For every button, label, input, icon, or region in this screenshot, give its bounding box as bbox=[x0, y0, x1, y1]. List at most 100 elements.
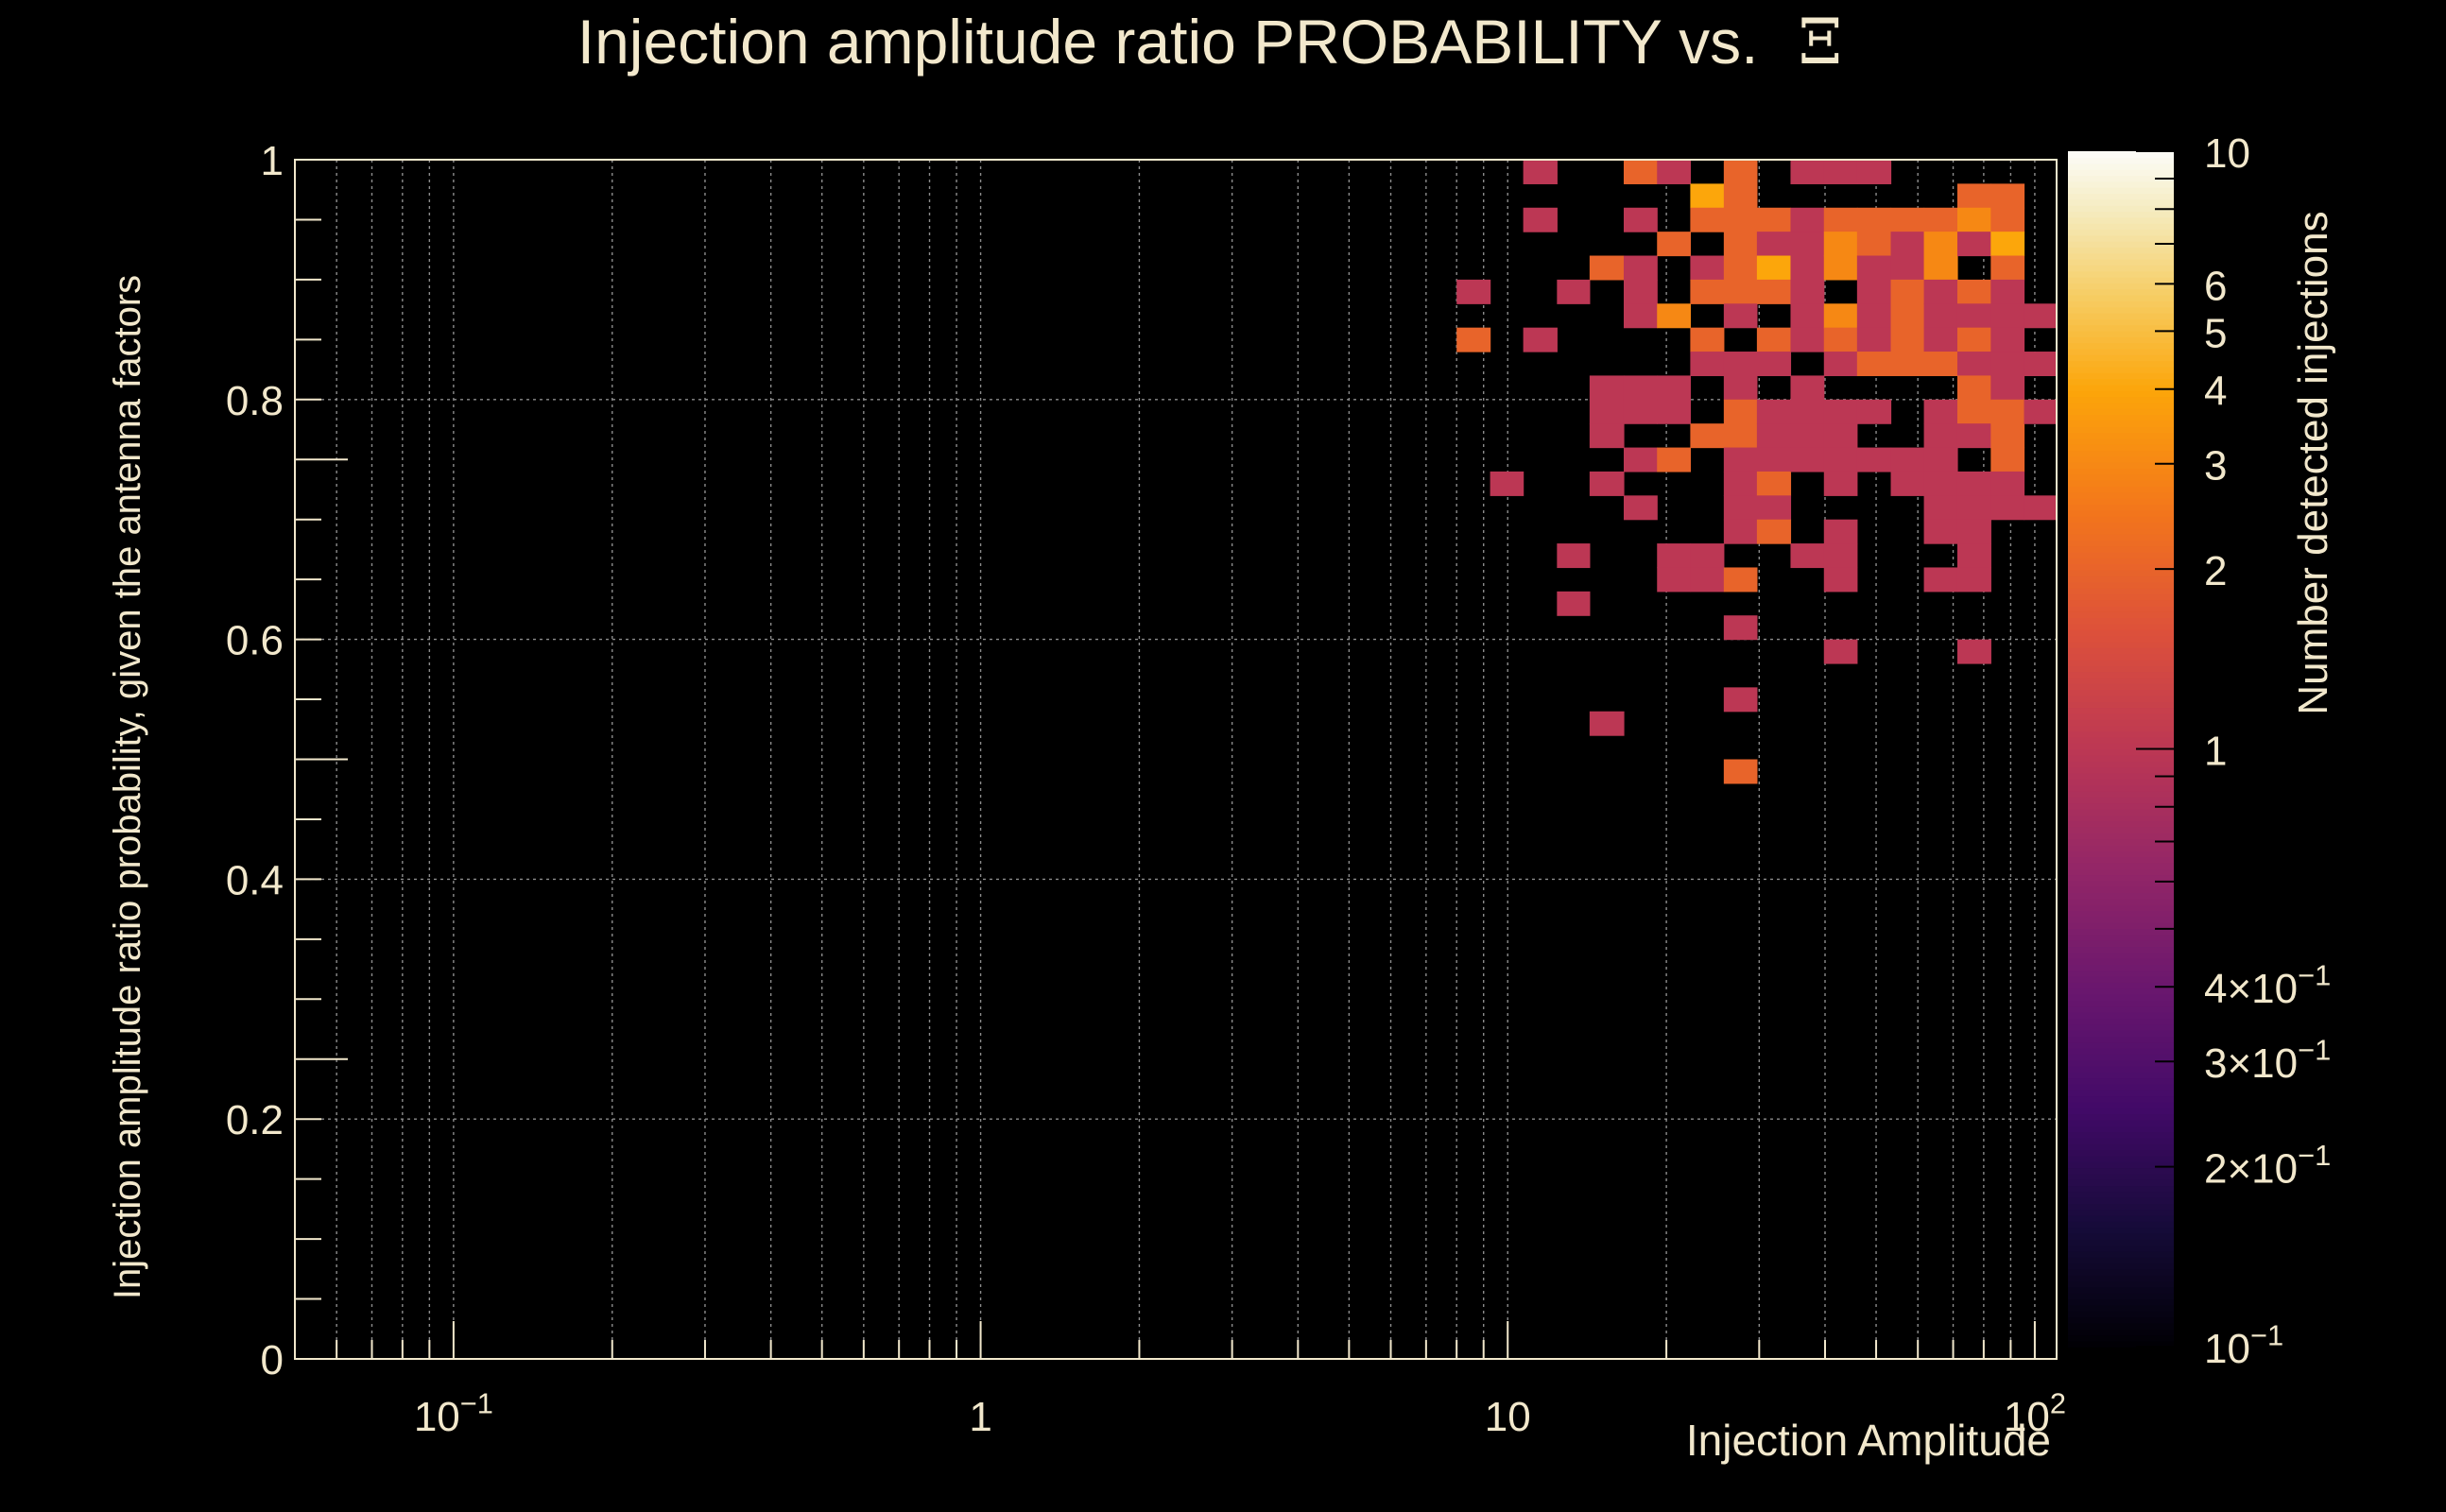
color-bar-segment bbox=[2068, 199, 2174, 206]
color-bar-segment bbox=[2068, 1323, 2174, 1330]
heatmap-cell bbox=[1657, 543, 1691, 568]
color-bar-segment bbox=[2068, 593, 2174, 600]
heatmap-cell bbox=[1724, 615, 1758, 640]
heatmap-cell bbox=[1990, 328, 2024, 352]
color-bar-segment bbox=[2068, 1156, 2174, 1162]
heatmap-cell bbox=[1690, 543, 1724, 568]
heatmap-cell bbox=[1590, 400, 1625, 424]
color-bar-segment bbox=[2068, 313, 2174, 319]
color-bar-segment bbox=[2068, 791, 2174, 798]
heatmap-cell bbox=[1957, 232, 1991, 256]
color-bar-segment bbox=[2068, 403, 2174, 409]
color-bar-segment bbox=[2068, 217, 2174, 224]
color-bar-segment bbox=[2068, 827, 2174, 833]
heatmap-cell bbox=[1857, 328, 1891, 352]
color-bar-segment bbox=[2068, 850, 2174, 857]
color-bar-segment bbox=[2068, 1210, 2174, 1216]
color-bar-segment bbox=[2068, 193, 2174, 199]
heatmap-cell bbox=[1891, 208, 1925, 232]
heatmap-cell bbox=[1724, 183, 1758, 208]
heatmap-cell bbox=[1924, 328, 1958, 352]
color-bar-segment bbox=[2068, 1120, 2174, 1126]
heatmap-cell bbox=[1924, 280, 1958, 304]
heatmap-cell bbox=[1524, 160, 1558, 184]
heatmap-cell bbox=[1757, 520, 1791, 544]
heatmap-cell bbox=[1724, 687, 1758, 712]
color-bar-segment bbox=[2068, 1048, 2174, 1055]
color-bar-segment bbox=[2068, 534, 2174, 541]
color-bar-segment bbox=[2068, 336, 2174, 343]
color-bar-segment bbox=[2068, 426, 2174, 433]
color-bar-segment bbox=[2068, 809, 2174, 816]
heatmap-cell bbox=[1590, 472, 1625, 496]
heatmap-cell bbox=[1557, 280, 1590, 304]
heatmap-cell bbox=[1891, 256, 1925, 281]
color-bar-segment bbox=[2068, 653, 2174, 660]
color-bar-segment bbox=[2068, 755, 2174, 762]
y-tick-label: 1 bbox=[261, 138, 284, 184]
color-bar-segment bbox=[2068, 552, 2174, 558]
color-bar-segment bbox=[2068, 301, 2174, 307]
heatmap-cell bbox=[1990, 183, 2024, 208]
color-bar-segment bbox=[2068, 306, 2174, 313]
color-bar-tick-label: 2 bbox=[2204, 548, 2227, 594]
color-bar-segment bbox=[2068, 468, 2174, 474]
heatmap-cell bbox=[1924, 256, 1958, 281]
color-bar-segment bbox=[2068, 1054, 2174, 1060]
color-bar-segment bbox=[2068, 360, 2174, 367]
heatmap-cell bbox=[1757, 232, 1791, 256]
color-bar-segment bbox=[2068, 163, 2174, 170]
color-bar-tick-label-base: 4×10 bbox=[2204, 966, 2298, 1012]
heatmap-cell bbox=[1824, 303, 1858, 328]
heatmap-cell bbox=[1590, 375, 1625, 400]
heatmap-cell bbox=[1790, 256, 1824, 281]
color-bar-tick-label-exp: −1 bbox=[2298, 1034, 2331, 1067]
color-bar-segment bbox=[2068, 629, 2174, 636]
heatmap-cell bbox=[1824, 232, 1858, 256]
heatmap-cell bbox=[1924, 448, 1958, 472]
color-bar-segment bbox=[2068, 450, 2174, 456]
heatmap-cell bbox=[1857, 232, 1891, 256]
heatmap-cell bbox=[1790, 328, 1824, 352]
color-bar-tick-label: 6 bbox=[2204, 263, 2227, 309]
color-bar-tick-label-base: 10 bbox=[2204, 130, 2250, 177]
color-bar-segment bbox=[2068, 545, 2174, 552]
color-bar-segment bbox=[2068, 396, 2174, 403]
heatmap-cell bbox=[1990, 423, 2024, 448]
color-bar-segment bbox=[2068, 588, 2174, 594]
heatmap-cell bbox=[1824, 472, 1858, 496]
color-bar-segment bbox=[2068, 1287, 2174, 1294]
color-bar-segment bbox=[2068, 480, 2174, 487]
heatmap-cell bbox=[1724, 208, 1758, 232]
y-tick-label: 0.4 bbox=[226, 857, 284, 903]
color-bar-segment bbox=[2068, 1233, 2174, 1240]
heatmap-cell bbox=[1724, 448, 1758, 472]
color-bar-segment bbox=[2068, 1293, 2174, 1299]
heatmap-cell bbox=[1957, 495, 1991, 520]
heatmap-cell bbox=[1690, 352, 1724, 376]
color-bar-segment bbox=[2068, 1084, 2174, 1091]
chart-title-main: Injection amplitude ratio PROBABILITY vs… bbox=[577, 7, 1759, 77]
color-bar-segment bbox=[2068, 1215, 2174, 1222]
color-bar-segment bbox=[2068, 683, 2174, 690]
heatmap-cell bbox=[1724, 256, 1758, 281]
color-bar-segment bbox=[2068, 342, 2174, 349]
heatmap-cell bbox=[1724, 760, 1758, 784]
color-bar-label: Number detected injections bbox=[2290, 211, 2336, 714]
heatmap-cell bbox=[1624, 400, 1658, 424]
color-bar-segment bbox=[2068, 1221, 2174, 1228]
heatmap-cell bbox=[2024, 303, 2058, 328]
heatmap-cell bbox=[1757, 328, 1791, 352]
heatmap-cell bbox=[1924, 567, 1958, 592]
color-bar-segment bbox=[2068, 581, 2174, 588]
color-bar-segment bbox=[2068, 288, 2174, 295]
heatmap-cell bbox=[1790, 303, 1824, 328]
heatmap-cell bbox=[1924, 472, 1958, 496]
heatmap-cell bbox=[1590, 256, 1625, 281]
heatmap-cell bbox=[1757, 472, 1791, 496]
color-bar-segment bbox=[2068, 964, 2174, 971]
color-bar-segment bbox=[2068, 367, 2174, 373]
color-bar-segment bbox=[2068, 187, 2174, 194]
color-bar-segment bbox=[2068, 414, 2174, 421]
color-bar-segment bbox=[2068, 1000, 2174, 1006]
